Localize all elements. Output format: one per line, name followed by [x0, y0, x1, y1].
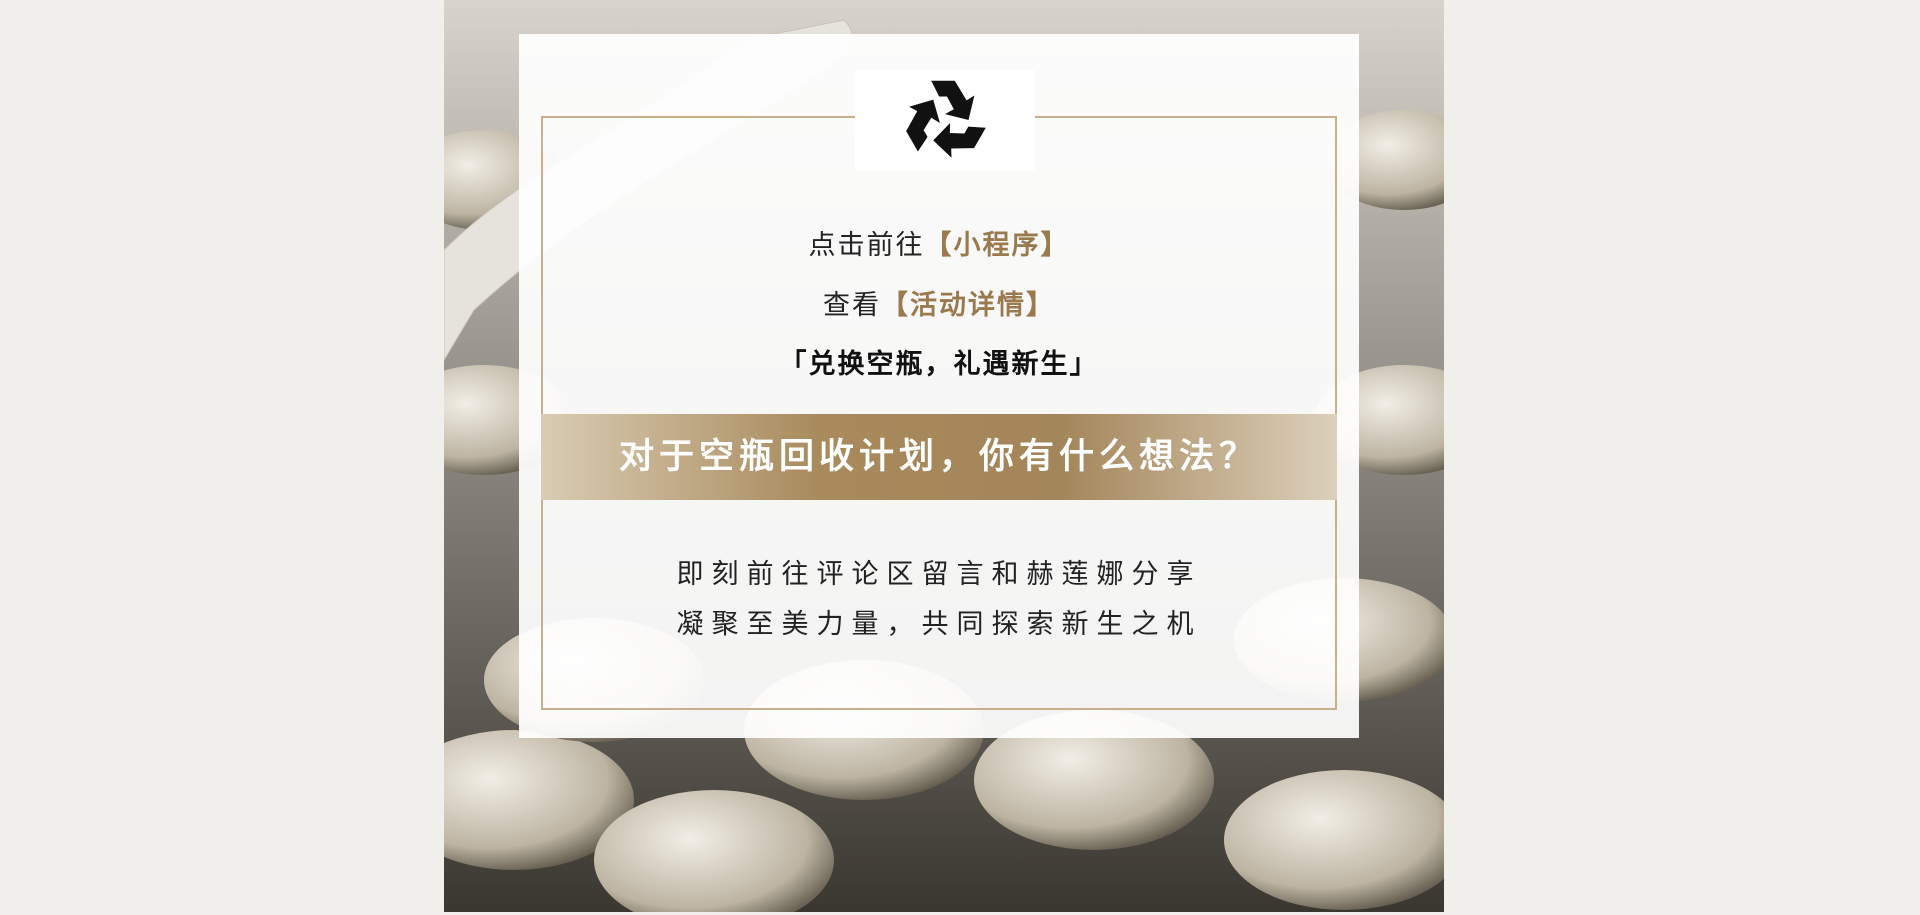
highlight: 【活动详情】 — [881, 290, 1055, 321]
text: 查看 — [823, 290, 881, 321]
highlight: 【小程序】 — [924, 230, 1070, 261]
recycle-icon — [896, 80, 986, 166]
text: 点击前往 — [808, 230, 925, 261]
line-3: 「兑换空瓶，礼遇新生」 — [779, 349, 1099, 380]
body-line: 即刻前往评论区留言和赫莲娜分享 — [676, 559, 1202, 590]
question-banner: 对于空瓶回收计划，你有什么想法？ — [541, 414, 1337, 500]
line-2: 查看【活动详情】 — [519, 283, 1359, 322]
body-line: 凝聚至美力量，共同探索新生之机 — [676, 609, 1202, 640]
line-1: 点击前往【小程序】 — [519, 223, 1359, 262]
